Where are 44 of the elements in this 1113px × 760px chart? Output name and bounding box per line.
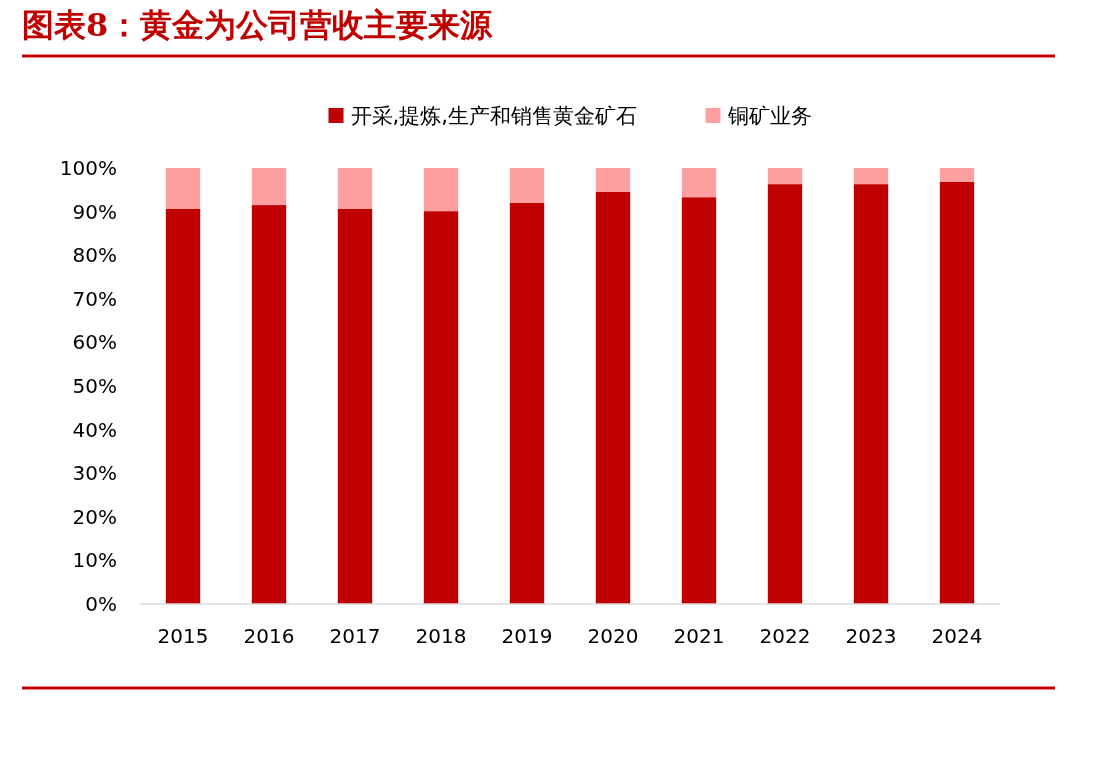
bar [767, 168, 803, 185]
bar [251, 168, 287, 206]
bar [337, 208, 373, 604]
bar [767, 184, 803, 604]
x-tick-label: 2017 [329, 624, 381, 648]
bar [165, 208, 201, 604]
y-tick-label: 40% [72, 417, 117, 442]
x-tick-label: 2016 [243, 624, 295, 648]
bar [853, 168, 889, 185]
bar [423, 168, 459, 212]
y-tick-label: 80% [72, 243, 117, 268]
y-tick-label: 70% [72, 286, 117, 311]
x-tick-label: 2023 [845, 624, 897, 648]
x-tick-label: 2024 [931, 624, 983, 648]
bar [509, 202, 545, 604]
bar [939, 168, 975, 182]
y-tick-label: 30% [72, 461, 117, 486]
bar [337, 168, 373, 209]
bar [251, 205, 287, 604]
x-tick-label: 2015 [157, 624, 209, 648]
bar [165, 168, 201, 209]
chart-title: 图表8：黄金为公司营收主要来源 [22, 6, 494, 44]
y-tick-label: 60% [72, 330, 117, 355]
x-tick-label: 2021 [673, 624, 725, 648]
y-tick-label: 100% [59, 156, 117, 180]
bar [681, 197, 717, 604]
y-tick-label: 0% [85, 592, 117, 616]
legend-label: 铜矿业务 [726, 104, 812, 128]
bar [423, 211, 459, 604]
x-tick-label: 2018 [415, 624, 467, 648]
legend-label: 开采,提炼,生产和销售黄金矿石 [350, 104, 637, 128]
bar [509, 168, 545, 203]
y-tick-label: 50% [72, 374, 117, 398]
y-tick-label: 20% [72, 504, 117, 529]
x-tick-label: 2022 [759, 624, 811, 648]
x-tick-label: 2020 [587, 624, 639, 648]
bar [853, 184, 889, 604]
bar [595, 191, 631, 604]
y-tick-label: 10% [72, 548, 117, 573]
y-tick-label: 90% [72, 199, 117, 224]
bar [595, 168, 631, 192]
x-tick-label: 2019 [501, 624, 553, 648]
bar [681, 168, 717, 198]
bar [939, 181, 975, 604]
